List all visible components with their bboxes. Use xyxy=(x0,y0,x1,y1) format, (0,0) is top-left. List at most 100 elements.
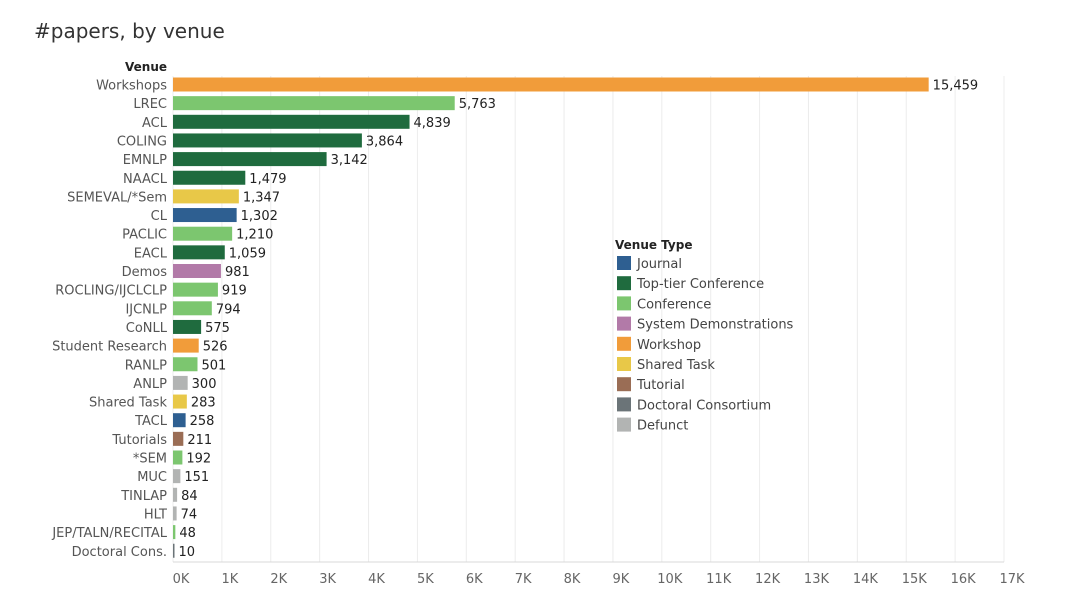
legend-label[interactable]: Conference xyxy=(637,297,711,312)
bar[interactable] xyxy=(173,394,187,409)
x-tick-label: 15K xyxy=(902,572,928,587)
legend-swatch[interactable] xyxy=(617,357,631,371)
legend-swatch[interactable] xyxy=(617,296,631,311)
category-label: EMNLP xyxy=(123,153,167,168)
bar[interactable] xyxy=(173,133,362,148)
category-label: Demos xyxy=(122,265,168,280)
category-label: SEMEVAL/*Sem xyxy=(67,190,167,205)
bar[interactable] xyxy=(173,301,212,316)
legend-label[interactable]: Journal xyxy=(636,257,682,272)
x-tick-label: 9K xyxy=(613,572,630,587)
value-label: 981 xyxy=(225,265,250,280)
category-label: TINLAP xyxy=(120,489,167,504)
category-label: Doctoral Cons. xyxy=(72,545,167,560)
category-label: Student Research xyxy=(52,340,167,355)
legend-swatch[interactable] xyxy=(617,276,631,291)
gridlines xyxy=(172,76,1005,562)
value-label: 3,142 xyxy=(331,153,368,168)
bar[interactable] xyxy=(173,506,177,521)
value-label: 74 xyxy=(181,507,198,522)
category-label: Tutorials xyxy=(111,433,167,448)
bars-group: Venue Workshops 15,459 LREC 5,763 ACL 4,839 COL… xyxy=(51,60,978,560)
bar[interactable] xyxy=(173,357,198,372)
bar[interactable] xyxy=(173,431,184,446)
x-tick-label: 0K xyxy=(173,572,190,587)
value-label: 575 xyxy=(205,321,230,336)
legend-label[interactable]: Defunct xyxy=(637,419,688,434)
legend-label[interactable]: Top-tier Conference xyxy=(636,277,764,292)
bar[interactable] xyxy=(173,487,178,502)
category-label: RANLP xyxy=(125,358,167,373)
bar[interactable] xyxy=(173,264,221,278)
bar[interactable] xyxy=(173,469,181,484)
bar[interactable] xyxy=(173,208,237,223)
x-tick-label: 1K xyxy=(221,572,238,587)
bar[interactable] xyxy=(173,525,176,540)
bar[interactable] xyxy=(173,282,218,297)
value-label: 501 xyxy=(201,358,226,373)
bar[interactable] xyxy=(173,170,246,185)
bar[interactable] xyxy=(173,96,455,111)
x-tick-label: 2K xyxy=(270,572,287,587)
value-label: 211 xyxy=(187,433,212,448)
legend-label[interactable]: System Demonstrations xyxy=(637,318,794,333)
bar[interactable] xyxy=(173,152,327,167)
x-tick-label: 4K xyxy=(368,572,385,587)
legend-label[interactable]: Tutorial xyxy=(636,378,685,393)
bar[interactable] xyxy=(173,450,183,465)
legend-swatch[interactable] xyxy=(617,377,631,392)
x-tick-label: 3K xyxy=(319,572,336,587)
value-label: 5,763 xyxy=(459,97,496,112)
bar[interactable] xyxy=(173,77,929,92)
bar[interactable] xyxy=(173,319,202,334)
row-header: Venue xyxy=(125,60,167,74)
x-tick-label: 5K xyxy=(417,572,434,587)
value-label: 1,210 xyxy=(236,228,273,243)
value-label: 300 xyxy=(192,377,217,392)
legend-swatch[interactable] xyxy=(617,256,631,270)
x-tick-label: 7K xyxy=(515,572,532,587)
category-label: Workshops xyxy=(96,79,167,94)
legend-title: Venue Type xyxy=(615,238,692,252)
bar[interactable] xyxy=(173,245,225,260)
value-label: 258 xyxy=(190,414,215,429)
value-label: 48 xyxy=(179,526,196,541)
x-tick-label: 10K xyxy=(657,572,683,587)
x-tick-label: 17K xyxy=(999,572,1025,587)
category-label: CL xyxy=(151,209,168,224)
legend-swatch[interactable] xyxy=(617,417,631,432)
category-label: Shared Task xyxy=(89,396,167,411)
bar[interactable] xyxy=(173,338,199,353)
legend-label[interactable]: Workshop xyxy=(637,338,701,353)
bar[interactable] xyxy=(173,114,410,129)
legend-label[interactable]: Shared Task xyxy=(637,358,715,373)
bar[interactable] xyxy=(173,375,188,390)
value-label: 151 xyxy=(184,470,209,485)
category-label: JEP/TALN/RECITAL xyxy=(51,526,167,541)
value-label: 3,864 xyxy=(366,134,403,149)
category-label: IJCNLP xyxy=(125,302,167,317)
value-label: 10 xyxy=(179,545,196,560)
value-label: 1,479 xyxy=(249,172,286,187)
bar[interactable] xyxy=(173,226,233,241)
legend-swatch[interactable] xyxy=(617,397,631,412)
value-label: 919 xyxy=(222,284,247,299)
legend[interactable]: Venue Type Journal Top-tier Conference Conf… xyxy=(615,238,794,434)
value-label: 1,302 xyxy=(241,209,278,224)
category-label: PACLIC xyxy=(122,228,167,243)
bar[interactable] xyxy=(173,543,175,558)
category-label: HLT xyxy=(144,507,167,522)
x-tick-label: 8K xyxy=(564,572,581,587)
bar[interactable] xyxy=(173,189,239,204)
legend-swatch[interactable] xyxy=(617,336,631,351)
category-label: ACL xyxy=(142,116,168,131)
legend-label[interactable]: Doctoral Consortium xyxy=(637,398,771,413)
category-label: EACL xyxy=(134,246,168,261)
legend-swatch[interactable] xyxy=(617,316,631,331)
bar[interactable] xyxy=(173,413,186,428)
value-label: 84 xyxy=(181,489,198,504)
category-label: NAACL xyxy=(123,172,168,187)
x-tick-label: 6K xyxy=(466,572,483,587)
x-axis: 0K 1K 2K 3K 4K 5K 6K 7K 8K 9K 10K 11K 12K 13K 14K 15K 16… xyxy=(173,561,1025,587)
